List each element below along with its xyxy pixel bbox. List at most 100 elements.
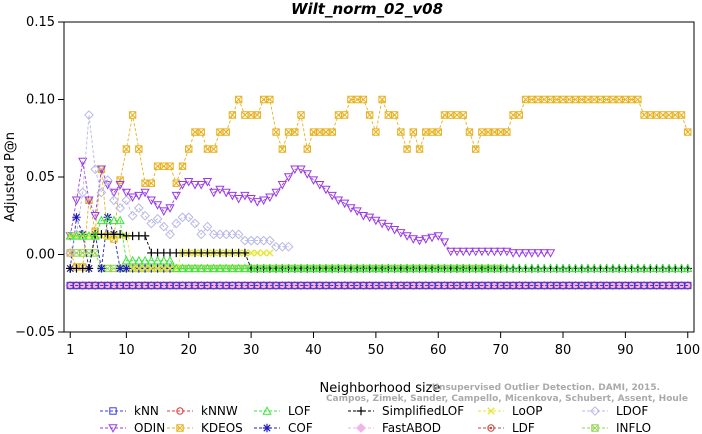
- data-point-lof: [614, 263, 624, 273]
- legend-marker-odin: [108, 424, 118, 433]
- series-kdeos: [66, 95, 692, 271]
- data-point-lof: [246, 263, 256, 273]
- data-point-lof: [633, 263, 643, 273]
- data-point-lof: [651, 263, 662, 273]
- data-point-lof: [190, 263, 200, 273]
- legend-marker-knn: [109, 407, 117, 415]
- data-point-ldof: [171, 218, 182, 229]
- data-point-kdeos: [471, 145, 480, 153]
- legend-marker-loop: [487, 407, 495, 415]
- x-tick-label: 60: [430, 343, 447, 358]
- data-point-kdeos: [659, 111, 667, 119]
- data-point-kdeos: [397, 128, 405, 136]
- data-point-kdeos: [210, 145, 218, 153]
- data-point-lof: [427, 263, 437, 273]
- data-point-lof: [215, 263, 225, 273]
- data-point-lof: [408, 263, 418, 273]
- data-point-lof: [340, 263, 350, 273]
- data-point-odin: [308, 176, 319, 185]
- data-point-lof: [527, 263, 537, 273]
- data-point-kdeos: [515, 111, 524, 119]
- data-point-lof: [552, 263, 562, 273]
- data-point-lof: [508, 263, 518, 273]
- data-point-odin: [221, 188, 231, 198]
- data-point-odin: [371, 216, 381, 226]
- data-point-kdeos: [272, 128, 280, 136]
- data-point-odin: [527, 249, 537, 258]
- data-point-odin: [340, 199, 350, 209]
- legend-item-knnw: kNNW: [167, 404, 238, 418]
- data-point-ldof: [283, 241, 294, 252]
- data-point-lof: [402, 263, 412, 273]
- data-point-ldof: [202, 221, 213, 232]
- data-point-odin: [321, 185, 331, 195]
- data-point-kdeos: [465, 128, 474, 136]
- data-point-lof: [90, 231, 100, 240]
- data-point-loop: [166, 264, 174, 273]
- chart-marks: [65, 95, 693, 291]
- data-point-lof: [258, 263, 269, 273]
- data-point-lof: [495, 263, 506, 273]
- data-point-odin: [184, 177, 194, 187]
- data-point-lof: [296, 263, 306, 273]
- data-point-kdeos: [303, 145, 311, 153]
- data-point-lof: [327, 263, 337, 273]
- data-point-lof: [558, 263, 568, 273]
- data-point-simplifiedlof: [240, 248, 250, 258]
- data-point-kdeos: [503, 128, 511, 136]
- data-point-lof: [664, 263, 674, 273]
- x-axis-label: Neighborhood size: [320, 381, 441, 396]
- data-point-kdeos: [135, 145, 143, 153]
- data-point-loop: [253, 249, 262, 257]
- data-point-odin: [421, 235, 431, 244]
- data-point-lof: [502, 263, 512, 273]
- data-point-lof: [302, 263, 312, 273]
- data-point-lof: [321, 263, 331, 273]
- data-point-odin: [464, 247, 475, 257]
- data-point-lof: [396, 263, 406, 273]
- x-tick-label: 20: [180, 343, 197, 358]
- data-point-odin: [389, 226, 400, 235]
- data-point-loop: [135, 264, 143, 273]
- data-point-odin: [477, 247, 487, 257]
- data-point-odin: [227, 191, 238, 201]
- data-point-lof: [234, 263, 244, 273]
- y-tick-label: 0.00: [26, 248, 55, 263]
- data-point-lof: [134, 255, 144, 265]
- data-point-odin: [246, 195, 256, 204]
- data-point-odin: [446, 247, 456, 257]
- data-point-loop: [147, 264, 156, 273]
- data-point-odin: [545, 249, 556, 258]
- y-tick-label: −0.05: [15, 325, 55, 340]
- data-point-odin: [377, 219, 387, 229]
- data-point-lof: [227, 263, 238, 273]
- data-point-odin: [234, 195, 244, 204]
- x-axis-ticks: 1 10 20 30 40 50 60 70 80 90 100: [66, 332, 700, 358]
- legend-label: COF: [288, 421, 313, 434]
- data-point-kdeos: [359, 95, 368, 104]
- data-point-kdeos: [328, 128, 336, 136]
- data-point-odin: [296, 165, 306, 175]
- data-point-odin: [115, 181, 125, 190]
- data-point-lof: [458, 263, 468, 273]
- data-point-kdeos: [253, 111, 262, 119]
- data-point-kdeos: [266, 95, 274, 104]
- data-point-cof: [78, 230, 87, 239]
- data-point-lof: [96, 215, 107, 225]
- data-point-ldof: [108, 195, 119, 206]
- data-point-lof: [109, 215, 119, 225]
- data-point-ldof: [152, 213, 163, 224]
- data-point-odin: [471, 247, 481, 257]
- data-point-kdeos: [166, 162, 174, 170]
- data-point-knn: [684, 281, 692, 290]
- x-tick-label: 40: [305, 343, 322, 358]
- data-point-odin: [121, 188, 132, 198]
- legend-marker-inflo: [591, 424, 599, 432]
- data-point-lof: [121, 255, 132, 265]
- data-point-lof: [146, 255, 156, 265]
- data-point-odin: [215, 185, 225, 195]
- data-point-lof: [608, 263, 618, 273]
- data-point-odin: [302, 170, 312, 179]
- series-line-ldof: [69, 114, 289, 254]
